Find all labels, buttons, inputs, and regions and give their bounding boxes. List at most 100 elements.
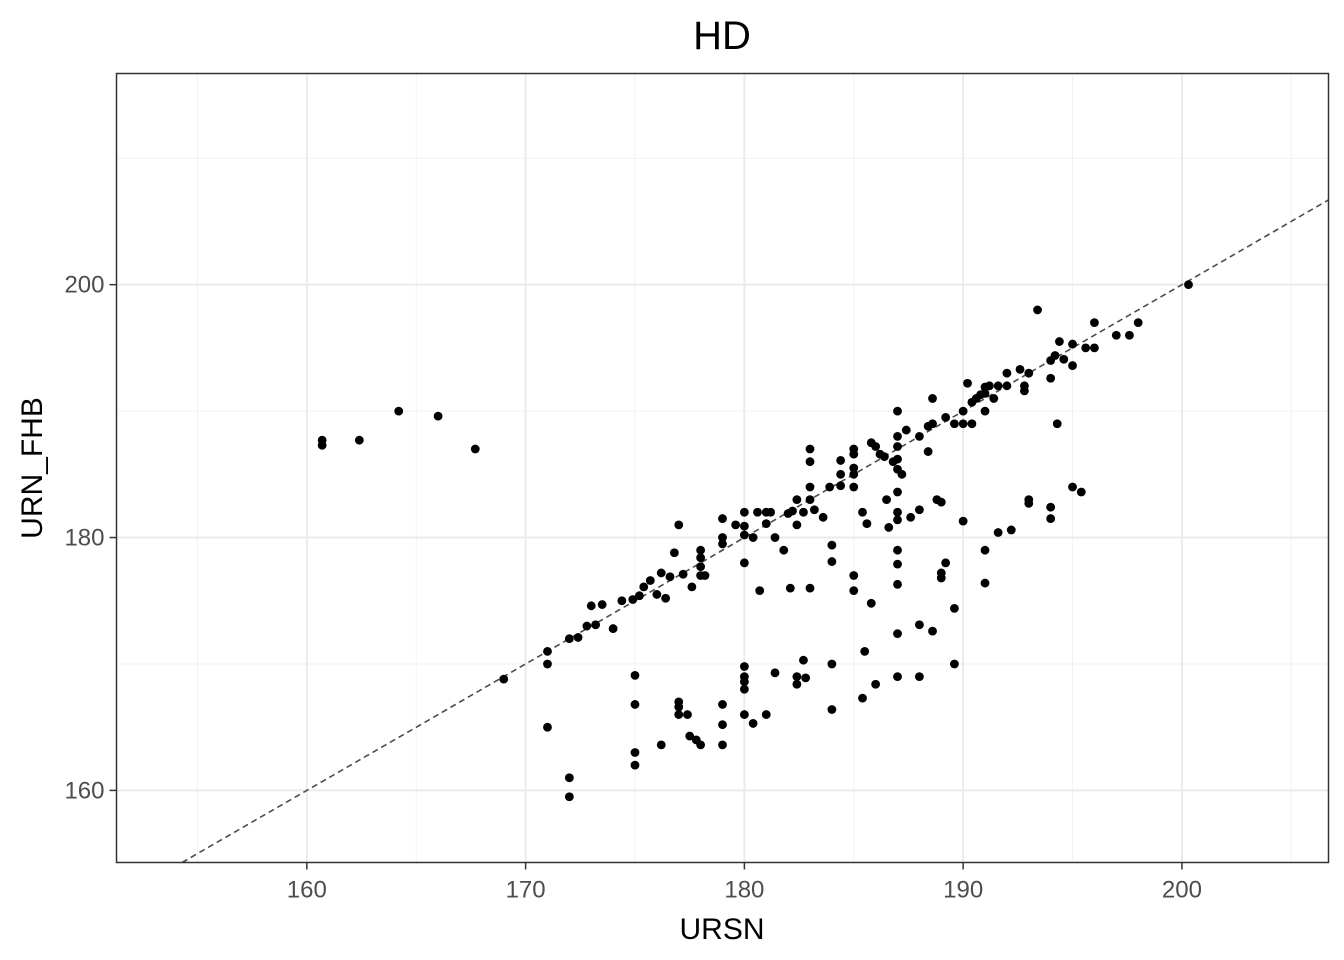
data-point xyxy=(499,674,509,684)
data-point xyxy=(433,411,443,421)
data-point xyxy=(1125,330,1134,340)
data-point xyxy=(1076,487,1086,497)
data-point xyxy=(755,586,765,596)
data-point xyxy=(1002,381,1012,391)
data-point xyxy=(989,394,999,403)
data-point xyxy=(696,562,706,572)
data-point xyxy=(949,659,959,669)
data-point xyxy=(805,457,815,467)
data-point xyxy=(739,684,749,694)
data-point xyxy=(884,523,894,532)
data-point xyxy=(674,702,684,712)
data-point xyxy=(893,507,902,517)
data-point xyxy=(630,700,640,709)
reference-line-layer xyxy=(181,199,1329,864)
data-point xyxy=(805,444,815,454)
data-point xyxy=(849,463,859,473)
data-point xyxy=(893,431,902,441)
data-point xyxy=(1046,514,1056,523)
data-point xyxy=(628,595,638,604)
data-point xyxy=(818,512,828,522)
data-point xyxy=(893,545,902,555)
data-point xyxy=(739,521,749,531)
data-point xyxy=(661,593,671,603)
data-point xyxy=(652,590,662,599)
x-tick-label: 190 xyxy=(943,877,983,904)
data-point xyxy=(718,740,727,750)
x-tick-label: 170 xyxy=(506,877,546,904)
data-point xyxy=(882,495,891,505)
data-point xyxy=(923,447,933,456)
x-tick-label: 180 xyxy=(724,877,764,904)
data-point xyxy=(696,545,706,555)
data-point xyxy=(799,655,808,665)
data-point xyxy=(753,507,762,517)
data-point xyxy=(656,568,666,578)
data-point xyxy=(766,507,776,517)
data-point xyxy=(678,569,688,579)
data-point xyxy=(914,431,924,441)
data-point xyxy=(849,444,859,454)
data-point xyxy=(669,548,679,558)
data-point xyxy=(849,571,859,580)
data-point xyxy=(958,406,968,416)
data-point xyxy=(893,515,902,525)
data-point xyxy=(543,722,552,732)
data-point xyxy=(761,710,771,719)
data-point xyxy=(809,505,819,515)
data-point xyxy=(928,394,937,403)
data-point xyxy=(849,586,859,596)
data-point xyxy=(645,576,655,585)
data-point xyxy=(941,413,951,422)
data-point xyxy=(827,659,837,669)
data-point xyxy=(1024,368,1034,378)
identity-reference-line xyxy=(181,199,1329,864)
data-point xyxy=(564,773,574,783)
data-point xyxy=(980,545,990,555)
data-point xyxy=(936,573,946,583)
data-point xyxy=(914,672,924,682)
data-point xyxy=(470,444,480,454)
data-point xyxy=(1068,339,1077,349)
data-point xyxy=(836,456,846,465)
y-tick-label: 160 xyxy=(64,777,104,804)
y-tick-label: 180 xyxy=(64,525,104,552)
data-point xyxy=(1024,499,1034,508)
data-point xyxy=(696,740,706,750)
data-point xyxy=(866,598,876,608)
data-point xyxy=(770,533,780,542)
data-point xyxy=(718,539,727,549)
data-point xyxy=(875,449,885,459)
data-point xyxy=(949,603,959,613)
data-point xyxy=(591,620,601,630)
data-point xyxy=(1046,502,1056,512)
data-point xyxy=(914,620,924,630)
data-point xyxy=(893,406,902,416)
data-point xyxy=(1002,368,1012,378)
data-point xyxy=(893,579,902,589)
data-point xyxy=(696,553,706,563)
data-point xyxy=(858,693,867,703)
data-point xyxy=(685,731,695,741)
data-point xyxy=(1055,337,1064,346)
data-point xyxy=(1090,343,1099,353)
data-point xyxy=(893,442,902,451)
data-point xyxy=(893,629,902,639)
data-point xyxy=(634,591,644,601)
data-point xyxy=(674,520,684,530)
data-point xyxy=(958,516,968,526)
data-point xyxy=(1059,354,1069,364)
data-point xyxy=(665,572,675,582)
data-point xyxy=(985,381,994,391)
data-point xyxy=(394,406,404,416)
data-point xyxy=(941,558,951,568)
data-point xyxy=(993,528,1003,537)
data-point xyxy=(1111,330,1121,340)
data-point xyxy=(779,545,789,555)
data-point xyxy=(836,481,846,491)
data-point xyxy=(586,601,596,611)
data-point xyxy=(1081,343,1091,353)
data-point xyxy=(928,419,937,429)
data-point xyxy=(739,710,749,719)
data-point xyxy=(543,646,552,656)
